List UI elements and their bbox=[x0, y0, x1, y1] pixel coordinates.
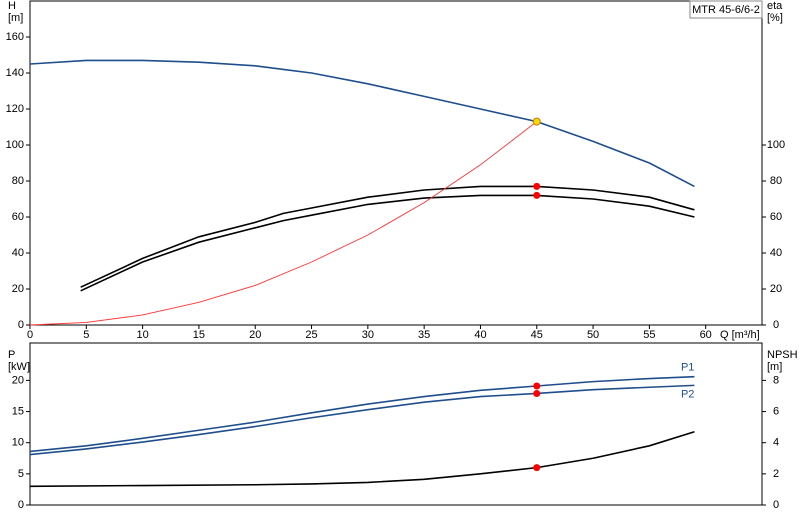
series-line bbox=[29, 375, 695, 453]
y-tick-label: 100 bbox=[6, 139, 24, 151]
y-tick-label: 20 bbox=[12, 283, 24, 295]
series-line bbox=[29, 59, 695, 188]
operating-point bbox=[533, 382, 541, 390]
y-axis-unit: [m] bbox=[8, 12, 23, 24]
operating-point bbox=[532, 117, 541, 126]
y-tick-label: 5 bbox=[18, 468, 24, 480]
y2-tick-label: 6 bbox=[773, 405, 779, 417]
x-tick-label: 20 bbox=[249, 329, 261, 341]
x-tick-label: 25 bbox=[305, 329, 317, 341]
y-tick-label: 40 bbox=[12, 247, 24, 259]
x-tick-label: 45 bbox=[531, 329, 543, 341]
y-axis-unit: [kW] bbox=[8, 361, 30, 373]
operating-point bbox=[533, 389, 541, 397]
y2-tick-label: 0 bbox=[773, 319, 779, 331]
y2-tick-label: 0 bbox=[773, 499, 779, 511]
y-tick-label: 0 bbox=[18, 499, 24, 511]
y-axis-title: P bbox=[8, 349, 15, 361]
series-line bbox=[29, 431, 695, 488]
y-axis-title: H bbox=[8, 0, 16, 12]
y2-axis-unit: [%] bbox=[767, 12, 783, 24]
y2-tick-label: 60 bbox=[770, 211, 782, 223]
operating-point bbox=[533, 182, 541, 190]
x-tick-label: 40 bbox=[474, 329, 486, 341]
y2-tick-label: 40 bbox=[770, 247, 782, 259]
y-tick-label: 160 bbox=[6, 31, 24, 43]
y2-axis-title: NPSH bbox=[767, 349, 798, 361]
series-label: P2 bbox=[681, 388, 694, 400]
x-tick-label: 5 bbox=[83, 329, 89, 341]
y-tick-label: 15 bbox=[12, 405, 24, 417]
operating-point bbox=[533, 191, 541, 199]
model-box bbox=[689, 0, 763, 19]
y2-axis-title: eta bbox=[767, 0, 783, 12]
y2-tick-label: 100 bbox=[767, 139, 785, 151]
x-tick-label: 35 bbox=[418, 329, 430, 341]
series-line bbox=[80, 185, 695, 288]
x-tick-label: 55 bbox=[643, 329, 655, 341]
x-tick-label: 10 bbox=[136, 329, 148, 341]
y2-tick-label: 20 bbox=[770, 283, 782, 295]
model-label: MTR 45-6/6-2 bbox=[692, 4, 760, 16]
x-tick-label: 50 bbox=[587, 329, 599, 341]
x-tick-label: 60 bbox=[700, 329, 712, 341]
x-tick-label: 15 bbox=[193, 329, 205, 341]
series-line bbox=[80, 194, 695, 292]
y2-tick-label: 8 bbox=[773, 374, 779, 386]
y2-tick-label: 2 bbox=[773, 468, 779, 480]
y-tick-label: 120 bbox=[6, 103, 24, 115]
x-tick-label: 0 bbox=[27, 329, 33, 341]
x-axis-title: Q [m³/h] bbox=[720, 329, 760, 341]
plot-frame bbox=[29, 342, 763, 506]
series-line bbox=[29, 121, 538, 326]
y-tick-label: 140 bbox=[6, 67, 24, 79]
y-tick-label: 20 bbox=[12, 374, 24, 386]
y-tick-label: 0 bbox=[18, 319, 24, 331]
x-tick-label: 30 bbox=[362, 329, 374, 341]
y2-axis-unit: [m] bbox=[767, 361, 782, 373]
y2-tick-label: 80 bbox=[770, 175, 782, 187]
plot-frame bbox=[29, 0, 763, 326]
series-label: P1 bbox=[681, 362, 694, 374]
y2-tick-label: 4 bbox=[773, 437, 779, 449]
operating-point bbox=[533, 464, 541, 472]
y-tick-label: 80 bbox=[12, 175, 24, 187]
series-line bbox=[29, 384, 695, 456]
y-tick-label: 60 bbox=[12, 211, 24, 223]
y-tick-label: 10 bbox=[12, 437, 24, 449]
